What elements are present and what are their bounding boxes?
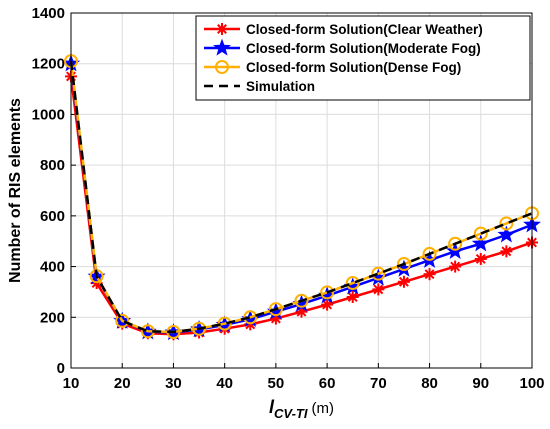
data-point	[372, 283, 385, 296]
plot-frame	[70, 12, 533, 369]
legend-label: Closed-form Solution(Clear Weather)	[246, 22, 483, 37]
data-point	[345, 276, 360, 291]
y-tick-label: 400	[40, 259, 65, 276]
data-point	[115, 313, 130, 328]
axis-ticks: 10 20 30 40 50 60 70 80 90 1000200400600800100012…	[32, 5, 545, 392]
data-point	[499, 216, 514, 231]
x-tick-label: 100	[519, 375, 544, 392]
series-lines	[62, 54, 541, 341]
x-tick-label: 90	[472, 375, 489, 392]
x-axis-label-subscript: CV-TI	[274, 406, 308, 421]
y-axis-label: Number of RIS elements	[7, 98, 24, 283]
y-tick-label: 200	[40, 309, 65, 326]
data-point	[294, 293, 309, 308]
y-tick-label: 800	[40, 157, 65, 174]
data-point	[497, 225, 516, 243]
data-point	[346, 291, 359, 303]
data-point	[423, 268, 436, 281]
x-axis-label-main: l	[269, 397, 275, 417]
data-point	[474, 252, 487, 265]
y-tick-label: 1000	[32, 106, 65, 123]
legend-label: Closed-form Solution(Moderate Fog)	[246, 41, 481, 56]
y-tick-label: 600	[40, 208, 65, 225]
x-axis-label-unit: (m)	[311, 400, 334, 417]
data-point	[473, 226, 488, 241]
series-line	[69, 61, 533, 334]
legend-box	[195, 15, 531, 101]
x-tick-label: 30	[165, 375, 182, 392]
x-tick-label: 40	[216, 375, 233, 392]
y-tick-label: 1200	[32, 56, 65, 73]
data-point	[448, 236, 463, 251]
x-tick-label: 70	[370, 375, 387, 392]
y-tick-label: 1400	[32, 5, 65, 22]
data-point	[500, 245, 513, 258]
legend-entry: Simulation	[204, 79, 315, 94]
legend-entry: Closed-form Solution(Moderate Fog)	[204, 38, 481, 56]
x-tick-label: 60	[319, 375, 336, 392]
legend: Closed-form Solution(Clear Weather) Close…	[195, 15, 531, 101]
data-point	[320, 285, 335, 300]
data-point	[422, 246, 437, 261]
legend-label: Closed-form Solution(Dense Fog)	[246, 60, 461, 75]
legend-label: Simulation	[246, 79, 315, 94]
legend-entry: Closed-form Solution(Clear Weather)	[204, 22, 483, 37]
legend-entry: Closed-form Solution(Dense Fog)	[204, 60, 461, 75]
data-point	[471, 234, 490, 252]
series-line	[69, 61, 533, 334]
series-3	[69, 61, 533, 334]
x-axis-label: lCV-TI (m)	[269, 397, 334, 421]
x-tick-label: 20	[114, 375, 131, 392]
series-line	[69, 63, 533, 334]
data-point	[321, 298, 334, 311]
data-point	[268, 302, 283, 317]
data-point	[397, 275, 410, 288]
x-tick-label: 10	[63, 375, 80, 392]
data-point	[396, 257, 411, 272]
data-point	[243, 310, 258, 325]
data-point	[371, 266, 386, 281]
x-tick-label: 80	[421, 375, 438, 392]
x-tick-label: 50	[268, 375, 285, 392]
data-point	[449, 260, 462, 273]
y-tick-label: 0	[57, 360, 65, 377]
